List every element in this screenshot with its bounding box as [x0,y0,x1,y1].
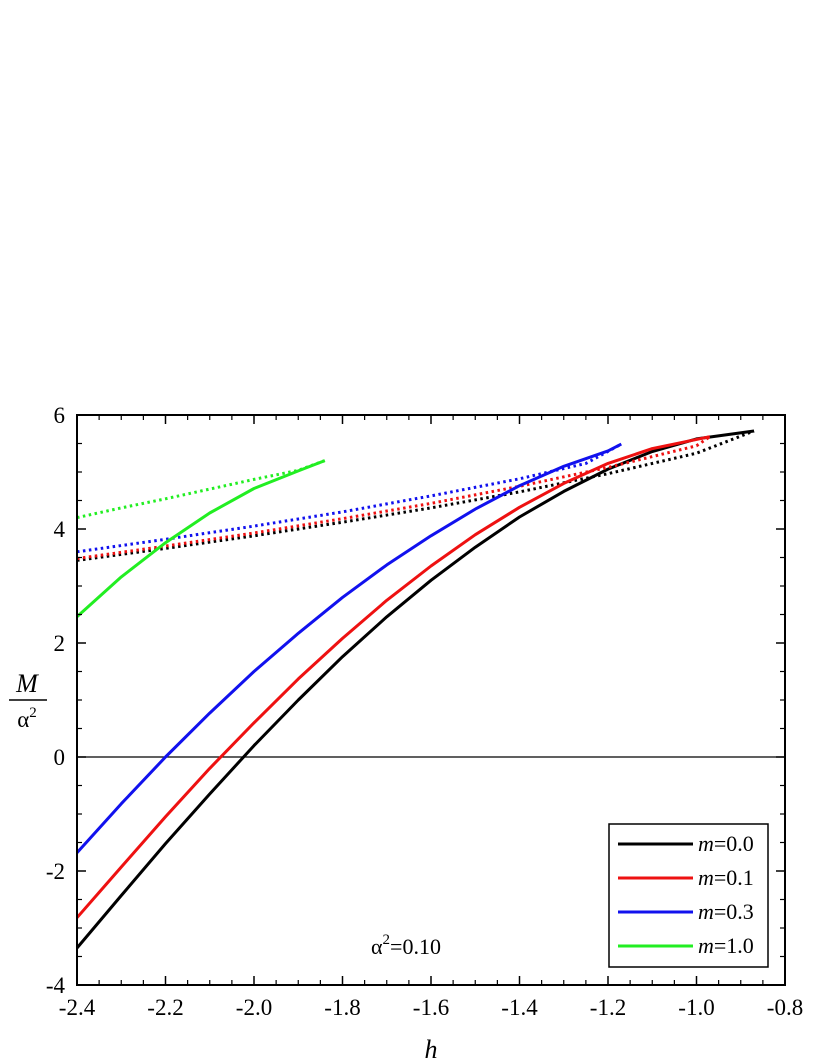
y-tick-label: 2 [54,631,66,656]
legend-label-value: =1.0 [714,933,754,958]
legend-label-variable: m [698,899,714,924]
legend-label: m=0.1 [698,865,754,890]
x-tick-label: -1.8 [324,995,360,1020]
alpha-annotation-symbol: α [371,934,383,959]
y-tick-label: 0 [54,745,66,770]
x-tick-label: -1.0 [678,995,714,1020]
series-m01-solid-line [75,435,711,919]
legend-label-value: =0.1 [714,865,754,890]
series-m03-dotted-line [76,442,623,554]
legend-box [608,823,769,968]
y-axis-title-superscript: 2 [29,705,37,721]
legend: m=0.0m=0.1m=0.3m=1.0 [608,823,769,968]
y-tick-label: 6 [54,403,66,428]
legend-label-value: =0.0 [714,831,754,856]
legend-label: m=0.3 [698,899,754,924]
x-tick-label: -0.8 [767,995,803,1020]
y-axis-title-numerator: M [15,669,39,698]
x-tick-label: -2.0 [236,995,272,1020]
alpha-annotation: α2=0.10 [371,932,441,959]
x-tick-label: -2.2 [147,995,183,1020]
legend-label-value: =0.3 [714,899,754,924]
y-axis-title-denominator: α2 [17,705,37,732]
y-tick-label: 4 [54,517,66,542]
x-tick-label: -2.4 [59,995,96,1020]
series-m00-solid-line [75,429,755,949]
alpha-annotation-value: =0.10 [390,934,441,959]
alpha-annotation-superscript: 2 [383,932,391,948]
x-axis-title: h [425,1035,438,1064]
series-m03-solid-line [75,442,622,854]
legend-label: m=1.0 [698,933,754,958]
legend-label: m=0.0 [698,831,754,856]
y-axis-title-alpha: α [17,707,29,732]
legend-label-variable: m [698,831,714,856]
series-layer [75,429,755,949]
y-tick-label: -2 [46,859,65,884]
legend-label-variable: m [698,865,714,890]
y-axis-title: M α2 [9,669,47,732]
ticks-layer: -2.4 -2.2 -2.0 -1.8 -1.6 -1.4 -1.2 -1.0 -0.8 -4 -2… [46,403,803,1020]
series-m10-solid-line [75,459,326,618]
x-tick-label: -1.4 [501,995,538,1020]
y-tick-label: -4 [46,973,66,998]
x-tick-label: -1.2 [590,995,626,1020]
legend-label-variable: m [698,933,714,958]
x-tick-label: -1.6 [413,995,449,1020]
